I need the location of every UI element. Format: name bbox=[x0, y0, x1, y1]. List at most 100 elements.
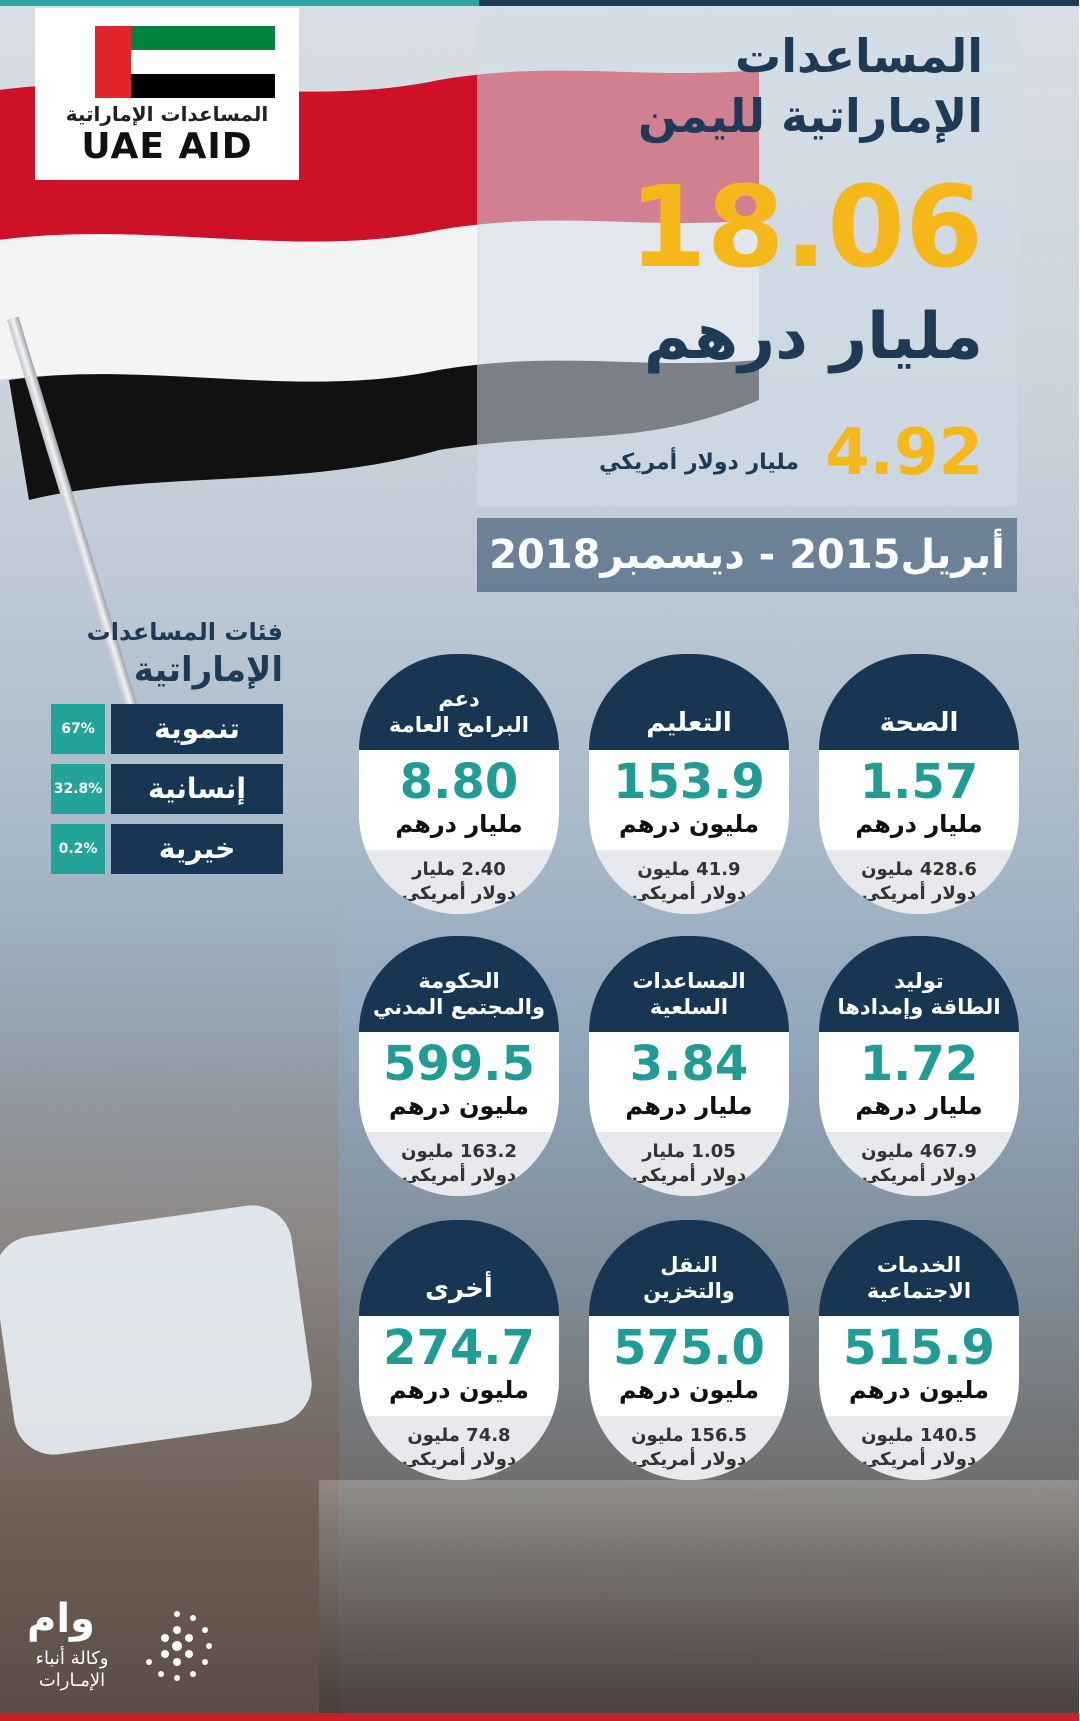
card-usd: 140.5 مليون دولار أمريكي bbox=[820, 1416, 1020, 1480]
card-title: الصحة bbox=[820, 654, 1020, 750]
categories-title: فئات المساعدات الإماراتية bbox=[60, 618, 284, 690]
uae-aid-logo: المساعدات الإماراتية UAE AID bbox=[36, 8, 300, 180]
card-usd-line2: دولار أمريكي bbox=[402, 1165, 518, 1186]
children-photo bbox=[320, 1480, 1080, 1713]
card-usd: 1.05 مليار دولار أمريكي bbox=[590, 1132, 790, 1196]
card-other: أخرى 274.7 مليون درهم 74.8 مليون دولار أم… bbox=[360, 1220, 560, 1480]
card-value: 599.5 bbox=[384, 1036, 536, 1092]
card-usd-line2: دولار أمريكي bbox=[632, 1449, 748, 1470]
logo-english-text: UAE AID bbox=[82, 126, 254, 167]
card-body: 1.72 مليار درهم 467.9 مليون دولار أمريكي bbox=[820, 1032, 1020, 1196]
wam-dots-icon bbox=[147, 1611, 213, 1681]
card-government: الحكومة والمجتمع المدني 599.5 مليون درهم… bbox=[360, 936, 560, 1196]
card-body: 515.9 مليون درهم 140.5 مليون دولار أمريكي bbox=[820, 1316, 1020, 1480]
card-usd-line2: دولار أمريكي bbox=[862, 1449, 978, 1470]
wam-mark: وام bbox=[28, 1596, 96, 1642]
card-unit: مليون درهم bbox=[850, 1376, 990, 1404]
card-unit: مليار درهم bbox=[856, 810, 984, 838]
top-bar bbox=[0, 0, 1080, 6]
card-unit: مليون درهم bbox=[390, 1376, 530, 1404]
total-usd-value: 4.92 bbox=[826, 416, 984, 490]
title-line2: الإماراتية لليمن bbox=[638, 89, 984, 143]
card-usd-line1: 156.5 مليون bbox=[632, 1425, 748, 1446]
card-title: الحكومة والمجتمع المدني bbox=[360, 936, 560, 1032]
card-education: التعليم 153.9 مليون درهم 41.9 مليون دولار… bbox=[590, 654, 790, 914]
title-panel bbox=[478, 6, 1018, 506]
categories-title-line2: الإماراتية bbox=[134, 650, 284, 690]
card-body: 8.80 مليار درهم 2.40 مليار دولار أمريكي bbox=[360, 750, 560, 914]
card-value: 3.84 bbox=[630, 1036, 750, 1092]
card-unit: مليون درهم bbox=[390, 1092, 530, 1120]
wam-logo: وام وكالة أنباء الإمـارات bbox=[28, 1596, 218, 1706]
card-value: 1.57 bbox=[860, 754, 980, 810]
card-unit: مليار درهم bbox=[856, 1092, 984, 1120]
card-usd-line2: دولار أمريكي bbox=[402, 883, 518, 904]
card-usd-line2: دولار أمريكي bbox=[632, 883, 748, 904]
total-usd-unit: مليار دولار أمريكي bbox=[600, 450, 800, 475]
logo-arabic-text: المساعدات الإماراتية bbox=[66, 102, 270, 126]
card-title: التعليم bbox=[590, 654, 790, 750]
card-usd-line2: دولار أمريكي bbox=[632, 1165, 748, 1186]
card-body: 153.9 مليون درهم 41.9 مليون دولار أمريكي bbox=[590, 750, 790, 914]
card-title: المساعدات السلعية bbox=[590, 936, 790, 1032]
title-line1: المساعدات bbox=[736, 29, 984, 83]
card-title: النقل والتخزين bbox=[590, 1220, 790, 1316]
card-unit: مليون درهم bbox=[620, 1376, 760, 1404]
card-transport: النقل والتخزين 575.0 مليون درهم 156.5 مل… bbox=[590, 1220, 790, 1480]
card-usd-line2: دولار أمريكي bbox=[862, 1165, 978, 1186]
card-body: 3.84 مليار درهم 1.05 مليار دولار أمريكي bbox=[590, 1032, 790, 1196]
category-row-humanitarian: إنسانية 32.8% bbox=[52, 764, 284, 814]
card-body: 274.7 مليون درهم 74.8 مليون دولار أمريكي bbox=[360, 1316, 560, 1480]
categories-title-line1: فئات المساعدات bbox=[87, 618, 284, 646]
card-unit: مليون درهم bbox=[620, 810, 760, 838]
card-usd-line1: 163.2 مليون bbox=[402, 1141, 518, 1162]
card-usd-line1: 467.9 مليون bbox=[862, 1141, 978, 1162]
card-value: 515.9 bbox=[844, 1320, 996, 1376]
card-usd: 74.8 مليون دولار أمريكي bbox=[360, 1416, 560, 1480]
period-label: أبريل2015 - ديسمبر2018 bbox=[478, 518, 1018, 592]
card-body: 1.57 مليار درهم 428.6 مليون دولار أمريكي bbox=[820, 750, 1020, 914]
page-title: المساعدات الإماراتية لليمن bbox=[504, 26, 984, 146]
card-usd-line2: دولار أمريكي bbox=[402, 1449, 518, 1470]
card-energy: توليد الطاقة وإمدادها 1.72 مليار درهم 46… bbox=[820, 936, 1020, 1196]
category-name: إنسانية bbox=[112, 764, 284, 814]
category-pct: 32.8% bbox=[52, 764, 106, 814]
card-body: 575.0 مليون درهم 156.5 مليون دولار أمريكي bbox=[590, 1316, 790, 1480]
card-usd-line1: 2.40 مليار bbox=[413, 859, 507, 880]
card-usd: 2.40 مليار دولار أمريكي bbox=[360, 850, 560, 914]
card-title: توليد الطاقة وإمدادها bbox=[820, 936, 1020, 1032]
card-unit: مليار درهم bbox=[396, 810, 524, 838]
card-general-programs: دعم البرامج العامة 8.80 مليار درهم 2.40 … bbox=[360, 654, 560, 914]
card-health: الصحة 1.57 مليار درهم 428.6 مليون دولار أ… bbox=[820, 654, 1020, 914]
card-title: أخرى bbox=[360, 1220, 560, 1316]
card-value: 274.7 bbox=[384, 1320, 536, 1376]
wam-agency-name: وكالة أنباء الإمـارات bbox=[36, 1648, 110, 1691]
category-name: تنموية bbox=[112, 704, 284, 754]
uae-flag-icon bbox=[96, 26, 276, 98]
category-row-charity: خيرية 0.2% bbox=[52, 824, 284, 874]
bottom-bar bbox=[0, 1713, 1080, 1721]
top-bar-accent bbox=[0, 0, 480, 6]
card-usd-line2: دولار أمريكي bbox=[862, 883, 978, 904]
card-unit: مليار درهم bbox=[626, 1092, 754, 1120]
card-usd-line1: 74.8 مليون bbox=[408, 1425, 512, 1446]
card-title: دعم البرامج العامة bbox=[360, 654, 560, 750]
card-usd: 41.9 مليون دولار أمريكي bbox=[590, 850, 790, 914]
card-usd: 163.2 مليون دولار أمريكي bbox=[360, 1132, 560, 1196]
category-pct: 0.2% bbox=[52, 824, 106, 874]
card-usd-line1: 428.6 مليون bbox=[862, 859, 978, 880]
card-usd-line1: 41.9 مليون bbox=[638, 859, 742, 880]
category-name: خيرية bbox=[112, 824, 284, 874]
card-usd: 428.6 مليون دولار أمريكي bbox=[820, 850, 1020, 914]
card-value: 1.72 bbox=[860, 1036, 980, 1092]
card-commodity-aid: المساعدات السلعية 3.84 مليار درهم 1.05 م… bbox=[590, 936, 790, 1196]
card-usd: 156.5 مليون دولار أمريكي bbox=[590, 1416, 790, 1480]
card-usd-line1: 1.05 مليار bbox=[643, 1141, 737, 1162]
category-row-development: تنموية 67% bbox=[52, 704, 284, 754]
card-body: 599.5 مليون درهم 163.2 مليون دولار أمريكي bbox=[360, 1032, 560, 1196]
category-pct: 67% bbox=[52, 704, 106, 754]
aid-bag bbox=[0, 1200, 318, 1460]
card-usd-line1: 140.5 مليون bbox=[862, 1425, 978, 1446]
card-usd: 467.9 مليون دولار أمريكي bbox=[820, 1132, 1020, 1196]
card-value: 575.0 bbox=[614, 1320, 766, 1376]
